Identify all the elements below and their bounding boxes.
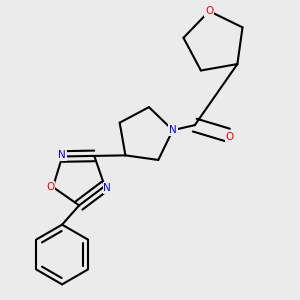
Text: N: N xyxy=(103,183,111,193)
Text: N: N xyxy=(58,150,66,160)
Text: O: O xyxy=(226,132,234,142)
Text: O: O xyxy=(205,6,213,16)
Text: O: O xyxy=(46,182,54,192)
Text: N: N xyxy=(169,125,177,135)
